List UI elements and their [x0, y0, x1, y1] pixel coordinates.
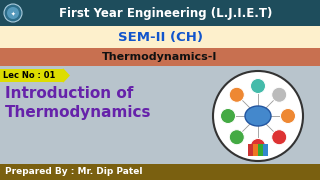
- Polygon shape: [63, 69, 69, 82]
- FancyBboxPatch shape: [0, 164, 320, 180]
- Text: Introduction of: Introduction of: [5, 87, 133, 102]
- Circle shape: [272, 130, 287, 145]
- Circle shape: [229, 130, 244, 145]
- Text: Lec No : 01: Lec No : 01: [3, 71, 55, 80]
- FancyBboxPatch shape: [248, 144, 252, 156]
- Circle shape: [220, 109, 236, 123]
- FancyBboxPatch shape: [0, 66, 320, 164]
- Circle shape: [7, 7, 19, 19]
- FancyBboxPatch shape: [0, 0, 320, 26]
- Circle shape: [272, 87, 287, 102]
- Text: SEM-II (CH): SEM-II (CH): [117, 30, 203, 44]
- Circle shape: [251, 138, 266, 154]
- Circle shape: [4, 4, 22, 22]
- Text: ✦: ✦: [11, 12, 15, 17]
- FancyBboxPatch shape: [0, 26, 320, 48]
- Circle shape: [213, 71, 303, 161]
- Text: Thermodynamics-I: Thermodynamics-I: [102, 52, 218, 62]
- Text: Prepared By : Mr. Dip Patel: Prepared By : Mr. Dip Patel: [5, 168, 142, 177]
- FancyBboxPatch shape: [258, 144, 262, 156]
- Circle shape: [251, 78, 266, 93]
- FancyBboxPatch shape: [0, 69, 63, 82]
- Ellipse shape: [245, 106, 271, 126]
- Text: First Year Engineering (L.J.I.E.T): First Year Engineering (L.J.I.E.T): [59, 6, 273, 19]
- FancyBboxPatch shape: [253, 144, 258, 156]
- FancyBboxPatch shape: [263, 144, 268, 156]
- FancyBboxPatch shape: [0, 48, 320, 66]
- Circle shape: [281, 109, 295, 123]
- Text: Thermodynamics: Thermodynamics: [5, 105, 151, 120]
- Circle shape: [229, 87, 244, 102]
